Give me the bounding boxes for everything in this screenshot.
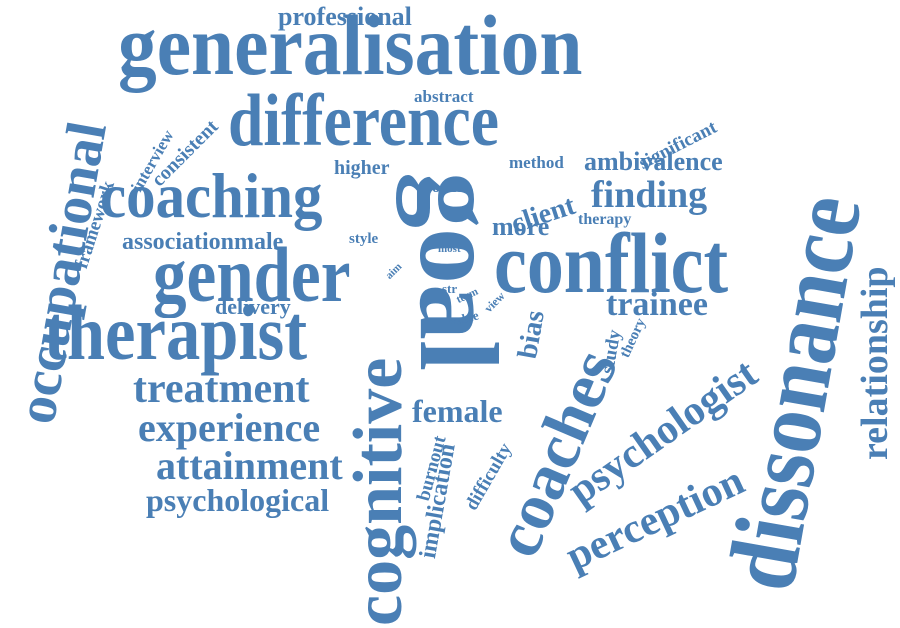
word-bias: bias: [512, 308, 551, 362]
word-conflict: conflict: [494, 215, 729, 311]
word-associationmale: associationmale: [122, 229, 284, 255]
word-generalisation: generalisation: [118, 0, 583, 93]
word-therapy: therapy: [578, 211, 632, 228]
word-method: method: [509, 153, 564, 172]
word-therapist: therapist: [44, 289, 308, 376]
word-female: female: [412, 393, 503, 429]
word-abstract: abstract: [414, 87, 474, 106]
word-relationship: relationship: [854, 266, 896, 460]
word-professional: professional: [278, 2, 412, 31]
word-order: order: [432, 179, 471, 196]
word-finding: finding: [591, 174, 708, 216]
word-higher: higher: [334, 157, 390, 179]
word-experience: experience: [138, 405, 321, 450]
word-psychological: psychological: [146, 482, 330, 518]
word-coaching: coaching: [100, 160, 323, 231]
word-style: style: [349, 231, 379, 247]
word-attainment: attainment: [156, 443, 343, 488]
word-str: str: [442, 281, 458, 296]
word-most: most: [438, 243, 461, 255]
word-more: more: [492, 212, 550, 241]
word-trainee: trainee: [606, 286, 708, 323]
word-ambivalence: ambivalence: [584, 147, 723, 176]
word-delivery: delivery: [215, 294, 291, 319]
word-treatment: treatment: [133, 366, 310, 412]
word-difference: difference: [228, 80, 499, 162]
word-cognitive: cognitive: [340, 357, 417, 626]
word-gender: gender: [153, 231, 351, 318]
